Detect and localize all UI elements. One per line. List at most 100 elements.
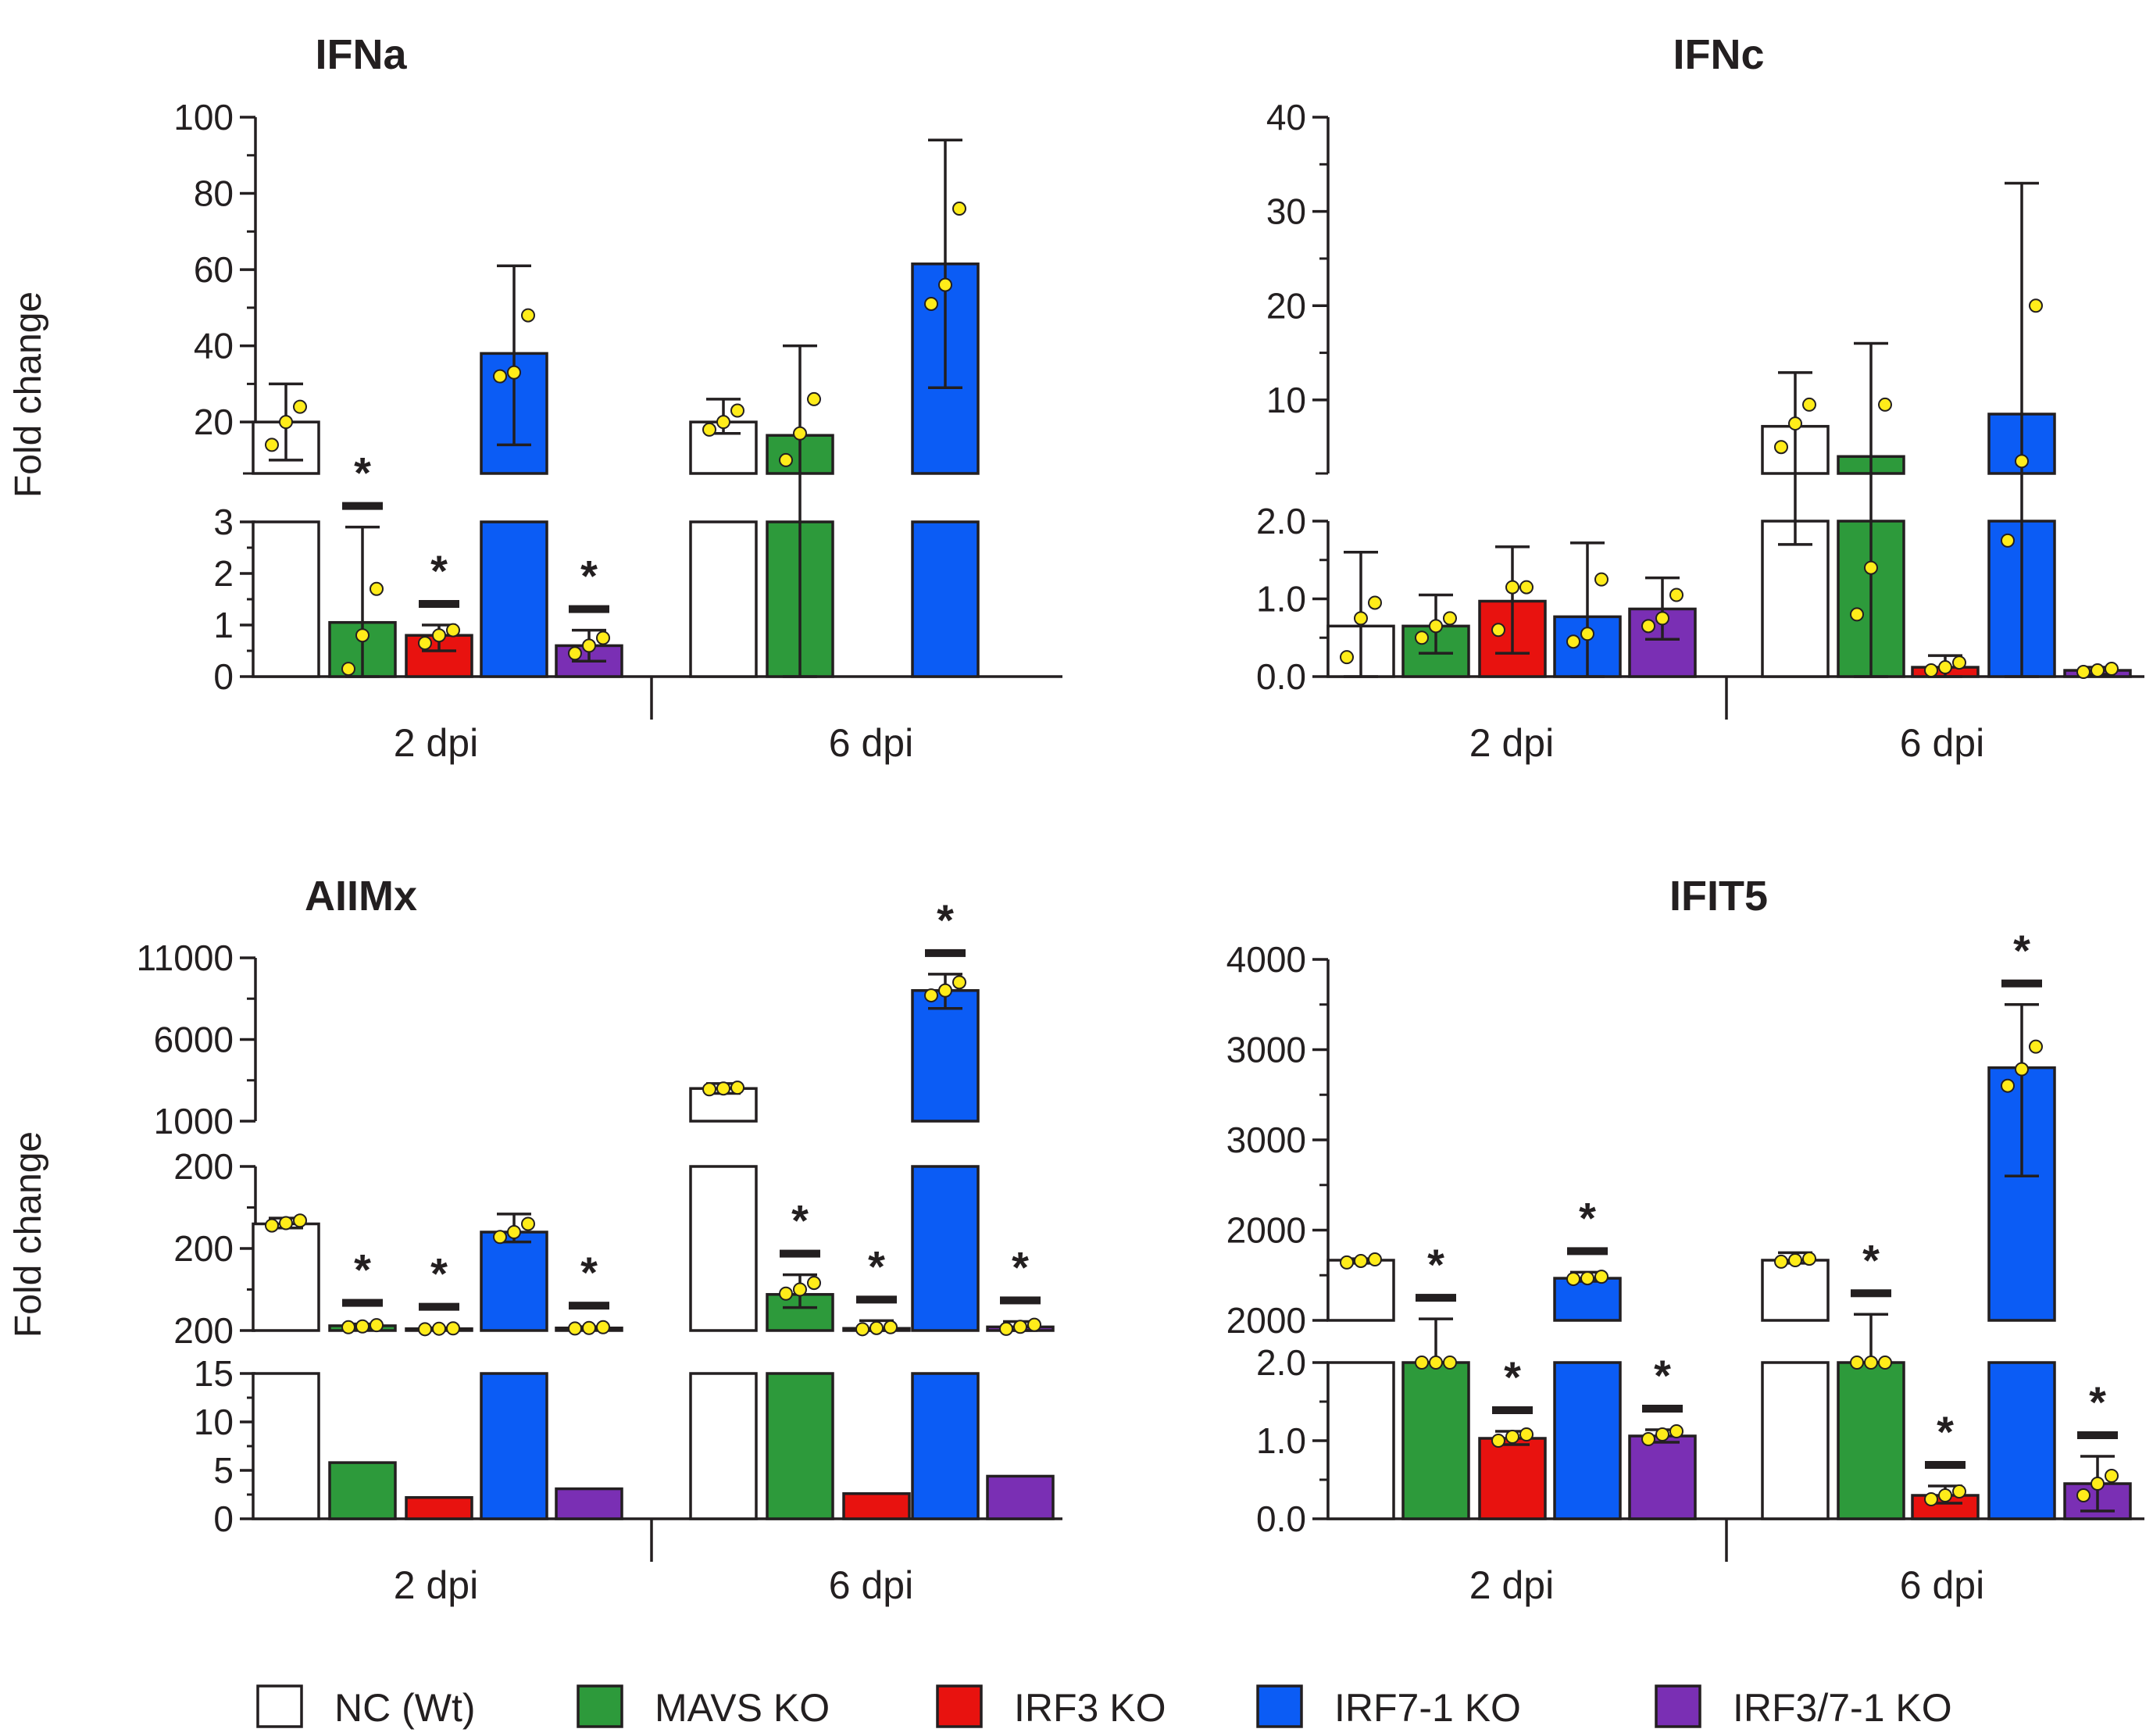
bar-irf7-1-ko (480, 520, 548, 678)
data-point (1368, 1252, 1382, 1267)
bar-group-irf7-1-ko: * (1553, 1193, 1622, 1520)
bar-group-irf3-ko (1911, 654, 1980, 678)
significance-star: * (580, 552, 598, 601)
significance-star: * (868, 1241, 885, 1291)
data-point (2015, 1062, 2029, 1077)
data-point (493, 1230, 507, 1245)
data-point (2076, 1488, 2091, 1502)
legend-label: MAVS KO (655, 1686, 830, 1730)
significance-bar (569, 1302, 609, 1310)
y-tick-label: 30 (1266, 191, 1306, 232)
legend: NC (Wt) MAVS KO IRF3 KO IRF7-1 KO IRF3/7-1 K… (256, 1684, 1952, 1730)
data-point (418, 1322, 432, 1337)
significance-bar (1567, 1247, 1608, 1256)
bar-nc-wt (689, 520, 758, 678)
bar-group-irf7-1-ko (480, 264, 548, 678)
legend-swatch-irf7-1-ko (1256, 1684, 1303, 1728)
data-point (1952, 655, 1966, 670)
legend-item-irf3-7-1-ko: IRF3/7-1 KO (1655, 1684, 1952, 1730)
bar-irf7-1-ko (911, 1372, 980, 1520)
panel-title: IFNc (1673, 31, 1764, 78)
bar-group-nc-wt (252, 382, 320, 678)
data-point (596, 630, 610, 645)
data-point (279, 1216, 293, 1231)
bar-nc-wt (252, 1372, 320, 1520)
significance-star: * (1654, 1351, 1671, 1400)
significance-bar (2001, 979, 2042, 988)
data-point (952, 975, 966, 990)
bar-group-irf3-ko: * (842, 1241, 911, 1520)
data-point (999, 1321, 1013, 1336)
data-point (341, 1320, 355, 1334)
legend-item-irf7-1-ko: IRF7-1 KO (1256, 1684, 1521, 1730)
y-tick-label: 2000 (1226, 1300, 1306, 1341)
bar-group-nc-wt (689, 1081, 758, 1520)
data-point (779, 452, 793, 467)
data-point (1952, 1484, 1966, 1498)
legend-label: IRF3/7-1 KO (1733, 1686, 1952, 1730)
significance-bar (780, 1249, 820, 1258)
data-point (1519, 580, 1534, 595)
y-tick-label: 0 (213, 1498, 234, 1539)
data-point (924, 988, 938, 1003)
bar-nc-wt (1761, 1361, 1830, 1520)
y-tick-label: 40 (1266, 97, 1306, 138)
bar-irf7-1-ko (1987, 1361, 2056, 1520)
y-tick-label: 4000 (1226, 939, 1306, 980)
y-tick-label: 0.0 (1256, 1498, 1306, 1539)
data-point (507, 365, 521, 380)
bar-group-irf3-7-1-ko: * (555, 1248, 623, 1520)
legend-swatch-nc-wt (256, 1684, 303, 1728)
data-point (521, 1216, 535, 1231)
data-point (1491, 1434, 1505, 1448)
y-tick-label: 200 (173, 1228, 234, 1269)
significance-bar (419, 1302, 459, 1311)
bar-mavs-ko (328, 1461, 397, 1520)
data-point (1850, 607, 1864, 622)
significance-star: * (430, 1249, 448, 1298)
data-point (1443, 611, 1457, 626)
data-point (1938, 1488, 1952, 1502)
data-point (1802, 1252, 1816, 1266)
bar-irf7-1-ko (1553, 1361, 1622, 1520)
significance-bar (856, 1295, 897, 1304)
bar-group-nc-wt (1761, 1251, 1830, 1520)
x-category-label: 2 dpi (1469, 1563, 1554, 1607)
bar-nc-wt (689, 1372, 758, 1520)
bar-group-mavs-ko: * (766, 1196, 834, 1520)
data-point (924, 296, 938, 311)
y-tick-label: 60 (194, 249, 234, 290)
y-tick-label: 3 (213, 502, 234, 542)
data-point (1580, 627, 1594, 641)
data-point (1878, 397, 1892, 412)
data-point (2015, 454, 2029, 469)
data-point (355, 1319, 370, 1334)
significance-star: * (1427, 1240, 1444, 1289)
data-point (2091, 1477, 2105, 1491)
data-point (1443, 1356, 1457, 1370)
significance-star: * (791, 1196, 809, 1245)
data-point (855, 1322, 869, 1337)
legend-label: IRF7-1 KO (1334, 1686, 1521, 1730)
data-point (446, 1321, 460, 1336)
data-point (2001, 533, 2015, 548)
bar-group-irf3-7-1-ko: * (555, 552, 623, 678)
data-point (1641, 1432, 1655, 1446)
data-point (432, 628, 446, 643)
data-point (1594, 1270, 1609, 1284)
bar-group-irf7-1-ko (480, 1213, 548, 1520)
significance-star: * (2089, 1377, 2106, 1427)
significance-bar (1416, 1294, 1456, 1302)
bar-group-nc-wt (1326, 551, 1395, 678)
data-point (2001, 1078, 2015, 1093)
data-point (702, 422, 716, 437)
bar-nc-wt (1761, 1259, 1830, 1322)
x-category-label: 6 dpi (829, 1563, 913, 1607)
significance-star: * (937, 895, 954, 945)
significance-bar (1642, 1405, 1683, 1413)
data-point (418, 636, 432, 651)
data-point (432, 1321, 446, 1336)
data-point (1669, 588, 1683, 602)
